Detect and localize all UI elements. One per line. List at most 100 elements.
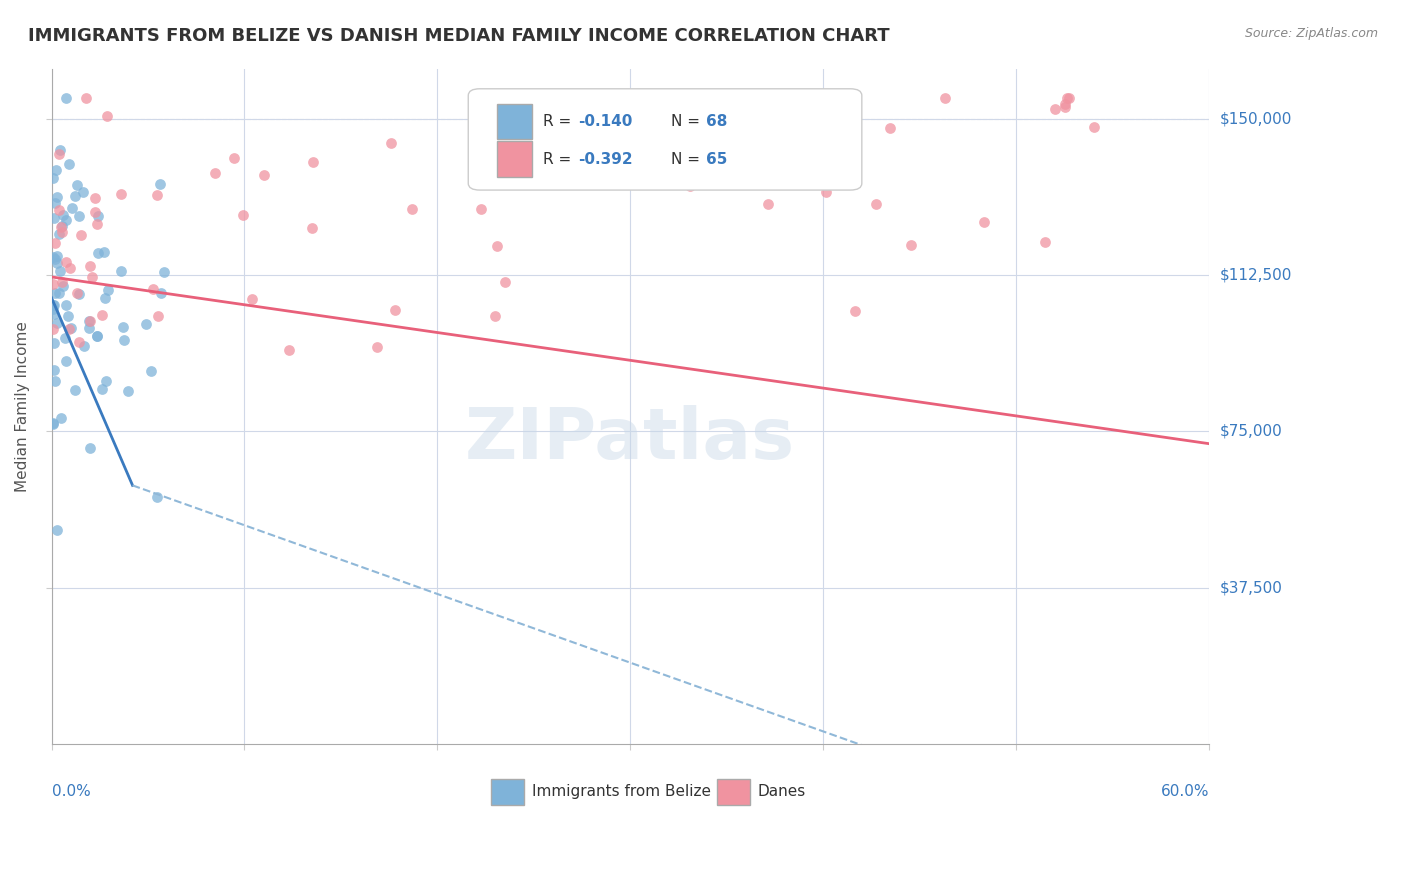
Point (87, 209, 110, 223)
Point (697, 91, 720, 105)
Point (1056, 91, 1078, 105)
Point (86, 217, 108, 231)
Point (73, 339, 96, 353)
Point (51, 225, 73, 239)
Text: R =: R = (544, 152, 576, 167)
Point (86, 329, 108, 343)
Y-axis label: Median Family Income: Median Family Income (15, 321, 30, 491)
Point (1054, 96, 1077, 111)
Point (55, 212, 77, 227)
Point (94, 292, 117, 306)
Point (42, 363, 65, 377)
Text: $75,000: $75,000 (1220, 424, 1282, 439)
Point (94, 374, 117, 388)
Point (83, 191, 105, 205)
Point (232, 208, 254, 222)
Point (48, 227, 70, 241)
Point (59, 320, 82, 334)
Point (44, 236, 66, 251)
Point (51, 220, 73, 235)
Text: Source: ZipAtlas.com: Source: ZipAtlas.com (1244, 27, 1378, 40)
Point (142, 282, 165, 296)
Point (1057, 91, 1080, 105)
Point (66, 286, 89, 301)
Bar (492, 779, 524, 805)
Point (44, 374, 66, 388)
Text: 60.0%: 60.0% (1160, 784, 1209, 799)
Point (934, 91, 956, 105)
Point (484, 309, 506, 323)
Point (55, 331, 77, 345)
Text: $112,500: $112,500 (1220, 268, 1292, 283)
Point (380, 136, 402, 150)
Text: $37,500: $37,500 (1220, 580, 1284, 595)
Point (49, 410, 72, 425)
Point (45, 316, 67, 330)
Point (153, 265, 176, 279)
Point (1043, 102, 1066, 116)
Point (46, 523, 69, 537)
Text: N =: N = (671, 114, 704, 129)
Point (49, 144, 72, 158)
Point (77, 314, 100, 328)
Point (55, 91, 77, 105)
Text: N =: N = (671, 152, 704, 167)
Bar (717, 779, 749, 805)
Point (865, 196, 887, 211)
Point (112, 320, 135, 334)
Bar (498, 142, 531, 177)
Point (67, 334, 90, 349)
Point (65, 188, 87, 202)
Point (973, 215, 995, 229)
Point (86, 329, 108, 343)
Point (48, 285, 70, 300)
Point (366, 340, 388, 354)
Point (756, 197, 779, 211)
Point (112, 333, 135, 347)
Point (117, 384, 139, 399)
Point (75, 91, 97, 105)
Point (93, 245, 115, 260)
Point (58, 310, 80, 324)
Point (51, 219, 73, 234)
Point (240, 292, 263, 306)
Point (63, 383, 86, 397)
Point (785, 91, 807, 105)
Point (79, 314, 101, 328)
Point (42, 170, 65, 185)
Point (48, 147, 70, 161)
Point (91, 382, 114, 396)
Point (44, 298, 66, 312)
Point (77, 321, 100, 335)
Point (44, 211, 66, 225)
Point (46, 256, 69, 270)
Point (42, 417, 65, 431)
Point (1054, 100, 1077, 114)
Point (879, 120, 901, 135)
Point (42, 298, 65, 312)
Point (59, 260, 82, 275)
Point (45, 162, 67, 177)
Text: Immigrants from Belize: Immigrants from Belize (531, 784, 711, 799)
Text: ZIPatlas: ZIPatlas (465, 406, 796, 475)
Point (204, 166, 226, 180)
Point (96, 109, 118, 123)
Point (494, 275, 516, 289)
Point (80, 269, 103, 284)
Point (793, 127, 815, 141)
Point (84, 205, 107, 219)
Text: R =: R = (544, 114, 576, 129)
Point (384, 303, 406, 318)
Point (110, 187, 132, 202)
Point (277, 343, 299, 358)
Point (49, 264, 72, 278)
Point (149, 177, 172, 191)
Point (52, 208, 75, 222)
Point (55, 254, 77, 268)
Point (79, 259, 101, 273)
Point (42, 277, 65, 291)
Point (51, 275, 73, 289)
Point (110, 264, 132, 278)
Point (45, 249, 67, 263)
Point (844, 303, 866, 318)
